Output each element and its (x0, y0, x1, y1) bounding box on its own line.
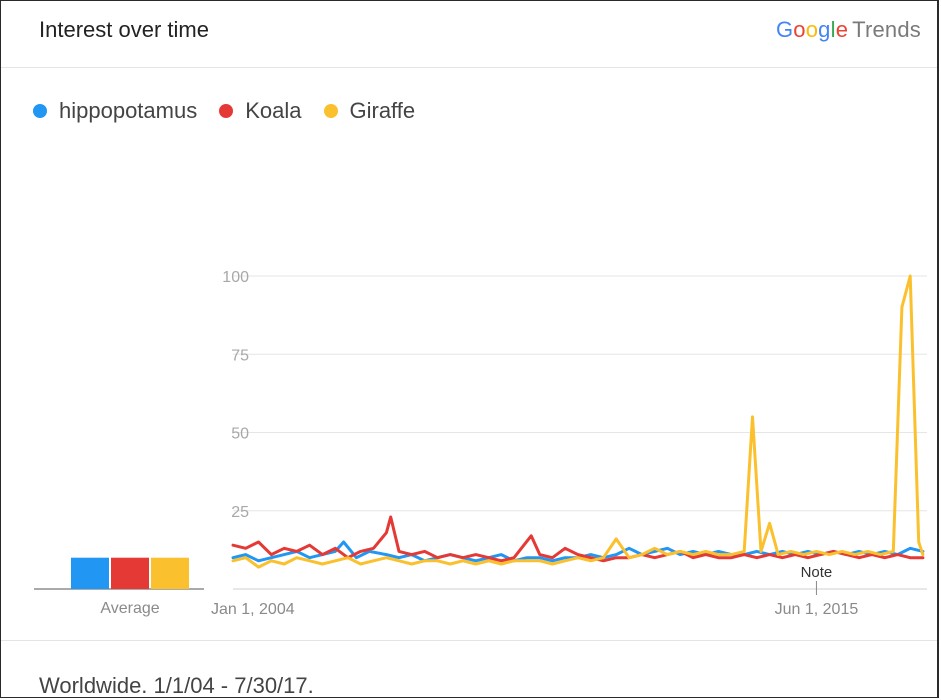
region-date-footer: Worldwide. 1/1/04 - 7/30/17. (39, 673, 314, 698)
series-line-giraffe[interactable] (231, 274, 925, 569)
y-tick-label: 100 (222, 269, 249, 286)
trends-wordmark: Trends (852, 17, 921, 42)
brand-letter: g (818, 17, 831, 42)
y-tick-label: 50 (231, 426, 249, 443)
average-bar-koala[interactable] (111, 557, 149, 589)
brand-letter: l (830, 17, 836, 42)
series-line-koala[interactable] (231, 515, 925, 563)
y-tick-label: 25 (231, 504, 249, 521)
brand-letter: G (775, 17, 794, 42)
legend-dot-icon (33, 104, 47, 118)
legend-item-giraffe[interactable]: Giraffe (323, 98, 416, 124)
legend-dot-icon (219, 104, 234, 118)
legend-dot-icon (323, 104, 338, 118)
x-tick-label: Jan 1, 2004 (211, 601, 295, 618)
legend-item-hippopotamus[interactable]: hippopotamus (33, 98, 197, 124)
legend-label: Giraffe (349, 98, 416, 123)
average-label: Average (100, 600, 159, 617)
page-title: Interest over time (39, 17, 209, 42)
legend-label: Koala (245, 98, 302, 123)
brand-letter: o (793, 17, 806, 42)
legend-label: hippopotamus (59, 98, 198, 123)
google-trends-logo[interactable]: Google Trends (776, 17, 921, 43)
average-bar-hippopotamus[interactable] (71, 557, 109, 589)
card-header: Interest over time Google Trends (1, 1, 937, 68)
note-annotation: Note (801, 564, 833, 581)
brand-letter: e (835, 17, 849, 42)
footer-divider (1, 640, 937, 641)
brand-letter: o (805, 17, 819, 42)
chart-legend: hippopotamus Koala Giraffe (33, 98, 437, 124)
average-bar-giraffe[interactable] (151, 557, 189, 589)
x-tick-label: Jun 1, 2015 (775, 601, 859, 618)
google-wordmark: Google (776, 17, 848, 42)
legend-item-koala[interactable]: Koala (219, 98, 302, 124)
y-tick-label: 75 (231, 347, 249, 364)
